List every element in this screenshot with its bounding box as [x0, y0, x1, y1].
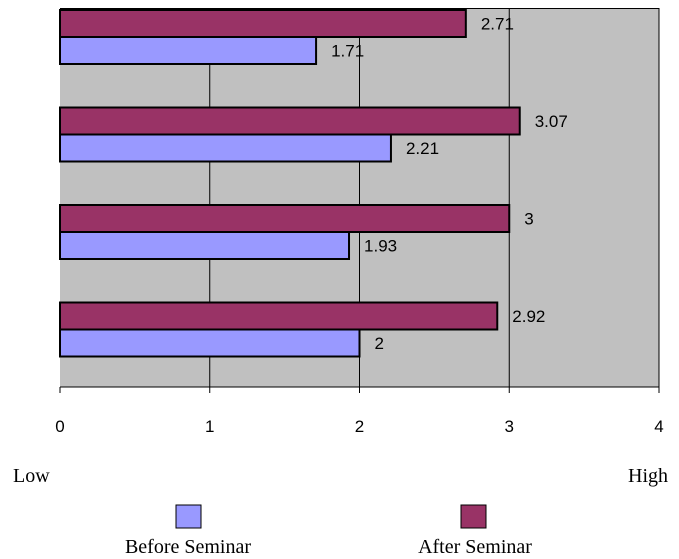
- legend: Before Seminar After Seminar: [125, 504, 532, 558]
- x-axis-ticks: 0 1 2 3 4: [55, 387, 664, 436]
- scale-low-label: Low: [13, 465, 50, 487]
- bar-after-seminar: [59, 301, 499, 331]
- data-label-after: 3.07: [535, 112, 568, 131]
- tick-label: 3: [505, 417, 514, 436]
- bar-before-seminar: [59, 36, 318, 65]
- bar-before-seminar: [59, 328, 361, 358]
- tick-label: 4: [654, 417, 663, 436]
- data-label-before: 2.21: [406, 139, 439, 158]
- data-label-before: 1.71: [331, 42, 364, 61]
- legend-label-before: Before Seminar: [125, 536, 251, 558]
- tick-label: 0: [55, 417, 64, 436]
- tick-label: 2: [355, 417, 364, 436]
- legend-swatch-after: [460, 504, 487, 529]
- bars: 2.71 1.71 3.07 2.21 3 1.93 2.92 2: [59, 9, 568, 358]
- bar-before-seminar: [59, 133, 392, 163]
- data-label-after: 2.71: [481, 15, 514, 34]
- bar-after-seminar: [59, 204, 511, 233]
- legend-label-after: After Seminar: [418, 536, 532, 558]
- legend-swatch-before: [175, 504, 202, 529]
- data-label-before: 1.93: [364, 237, 397, 256]
- scale-high-label: High: [628, 465, 668, 487]
- data-label-after: 2.92: [512, 307, 545, 326]
- data-label-before: 2: [375, 334, 384, 353]
- bar-after-seminar: [59, 9, 467, 38]
- tick-label: 1: [205, 417, 214, 436]
- data-label-after: 3: [524, 210, 533, 229]
- bar-after-seminar: [59, 106, 521, 136]
- bar-before-seminar: [59, 231, 351, 260]
